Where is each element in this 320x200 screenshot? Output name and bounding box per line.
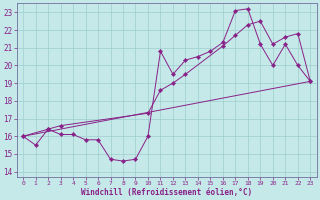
X-axis label: Windchill (Refroidissement éolien,°C): Windchill (Refroidissement éolien,°C) [81, 188, 252, 197]
